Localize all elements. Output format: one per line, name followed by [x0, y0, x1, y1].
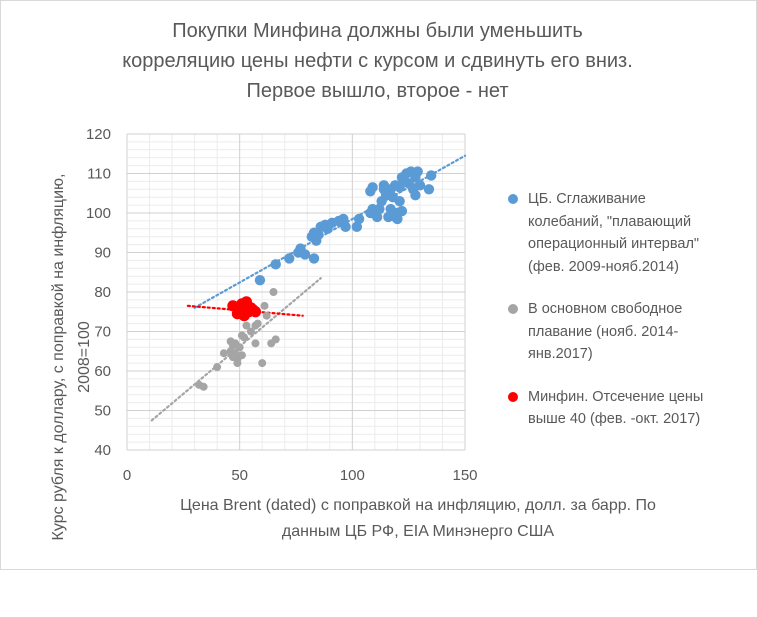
- data-point-series-1: [258, 359, 267, 368]
- legend: ЦБ. Сглаживание колебаний, "плавающий оп…: [500, 188, 750, 451]
- y-tick-label: 120: [86, 126, 111, 143]
- legend-text-minfin: Минфин. Отсечение цены выше 40 (фев. -ок…: [528, 386, 750, 431]
- legend-item-cb: ЦБ. Сглаживание колебаний, "плавающий оп…: [500, 188, 750, 278]
- data-point-series-0: [270, 259, 281, 270]
- y-tick-label: 80: [94, 284, 111, 301]
- legend-marker-minfin: [508, 391, 518, 402]
- legend-float-line-1: В основном свободное: [528, 301, 683, 317]
- y-tick-label: 90: [94, 245, 111, 262]
- data-point-series-0: [423, 184, 435, 195]
- data-point-series-1: [246, 327, 255, 336]
- data-point-series-0: [340, 221, 351, 233]
- x-tick-label: 50: [231, 467, 248, 484]
- data-point-series-1: [219, 349, 228, 358]
- data-point-series-1: [251, 339, 260, 348]
- data-point-series-2: [249, 306, 262, 318]
- data-point-series-1: [253, 319, 262, 328]
- legend-marker-float: [508, 304, 518, 314]
- data-point-series-0: [338, 213, 349, 225]
- legend-cb-line-4: (фев. 2009-нояб.2014): [528, 258, 680, 275]
- major-gridlines: [126, 133, 466, 451]
- legend-marker-cb: [508, 194, 518, 204]
- data-point-series-0: [254, 274, 266, 286]
- data-point-series-1: [260, 301, 269, 310]
- legend-item-minfin: Минфин. Отсечение цены выше 40 (фев. -ок…: [500, 386, 750, 431]
- legend-text-float: В основном свободное плавание (нояб. 201…: [528, 298, 750, 366]
- x-tick-label: 150: [452, 467, 477, 484]
- x-axis-label: Цена Brent (dated) с поправкой на инфляц…: [118, 493, 718, 545]
- scatter-plot: 0 50 100 150 40 50 60 70 80 90 100 110 120: [86, 126, 478, 484]
- x-axis-label-line-1: Цена Brent (dated) с поправкой на инфляц…: [180, 497, 656, 514]
- y-tick-label: 40: [94, 442, 111, 459]
- legend-minfin-line-1: Минфин. Отсечение цены: [528, 388, 704, 405]
- chart-frame: [0, 0, 757, 570]
- x-tick-label: 0: [123, 467, 131, 484]
- x-tick-label: 100: [340, 467, 365, 484]
- legend-cb-line-2: колебаний, "плавающий: [528, 213, 692, 230]
- data-point-series-1: [233, 359, 242, 368]
- data-point-series-0: [412, 166, 423, 177]
- data-point-series-0: [371, 211, 383, 223]
- data-point-series-1: [271, 335, 280, 344]
- x-axis-label-line-2: данным ЦБ РФ, EIA Минэнерго США: [281, 523, 555, 540]
- chart-title: Покупки Минфина должны были уменьшить ко…: [20, 16, 735, 106]
- y-axis-label-line-2: 2008=100: [76, 321, 93, 393]
- data-points: [195, 166, 437, 391]
- data-point-series-0: [374, 203, 385, 215]
- data-point-series-1: [242, 321, 251, 330]
- data-point-series-0: [392, 213, 403, 225]
- data-point-series-0: [396, 205, 408, 217]
- y-tick-label: 100: [86, 205, 111, 222]
- data-point-series-0: [394, 195, 405, 207]
- legend-float-line-2: плавание (нояб. 2014-: [528, 323, 679, 340]
- y-tick-label: 110: [87, 166, 111, 183]
- legend-text-cb: ЦБ. Сглаживание колебаний, "плавающий оп…: [528, 188, 750, 278]
- data-point-series-0: [299, 249, 311, 260]
- y-tick-label: 50: [94, 403, 111, 420]
- y-tick-label: 70: [94, 324, 111, 341]
- data-point-series-1: [235, 343, 244, 352]
- data-point-series-0: [284, 253, 295, 264]
- data-point-series-0: [308, 253, 320, 264]
- data-point-series-1: [237, 351, 246, 360]
- chart-title-line-1: Покупки Минфина должны были уменьшить: [172, 20, 583, 42]
- data-point-series-0: [426, 170, 437, 181]
- data-point-series-1: [240, 333, 249, 342]
- data-point-series-0: [367, 182, 378, 193]
- data-point-series-0: [353, 213, 365, 225]
- data-point-series-0: [414, 180, 426, 191]
- y-tick-label: 60: [94, 363, 111, 380]
- data-point-series-1: [199, 382, 208, 391]
- chart-title-line-3: Первое вышло, второе - нет: [246, 80, 509, 102]
- data-point-series-0: [351, 221, 363, 233]
- tick-labels: 0 50 100 150 40 50 60 70 80 90 100 110 120: [86, 126, 478, 484]
- legend-cb-line-3: операционный интервал": [528, 236, 700, 252]
- legend-float-line-3: янв.2017): [528, 346, 593, 362]
- chart-title-line-2: корреляцию цены нефти с курсом и сдвинут…: [122, 50, 633, 72]
- data-point-series-1: [262, 311, 271, 320]
- y-axis-label-line-1: Курс рубля к доллару, с поправкой на инф…: [50, 173, 67, 541]
- legend-item-float: В основном свободное плавание (нояб. 201…: [500, 298, 750, 366]
- data-point-series-1: [213, 363, 222, 372]
- data-point-series-0: [410, 190, 421, 201]
- data-point-series-1: [269, 288, 278, 296]
- legend-cb-line-1: ЦБ. Сглаживание: [528, 191, 646, 207]
- data-point-series-0: [313, 229, 324, 240]
- legend-minfin-line-2: выше 40 (фев. -окт. 2017): [528, 411, 701, 427]
